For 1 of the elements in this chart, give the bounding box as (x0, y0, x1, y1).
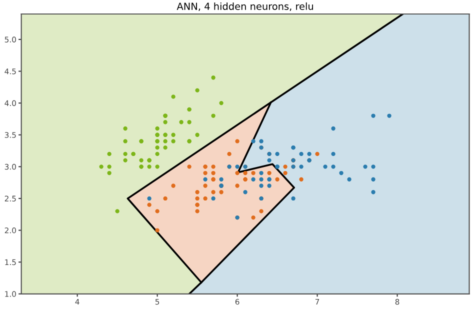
chart-title: ANN, 4 hidden neurons, relu (176, 2, 313, 11)
